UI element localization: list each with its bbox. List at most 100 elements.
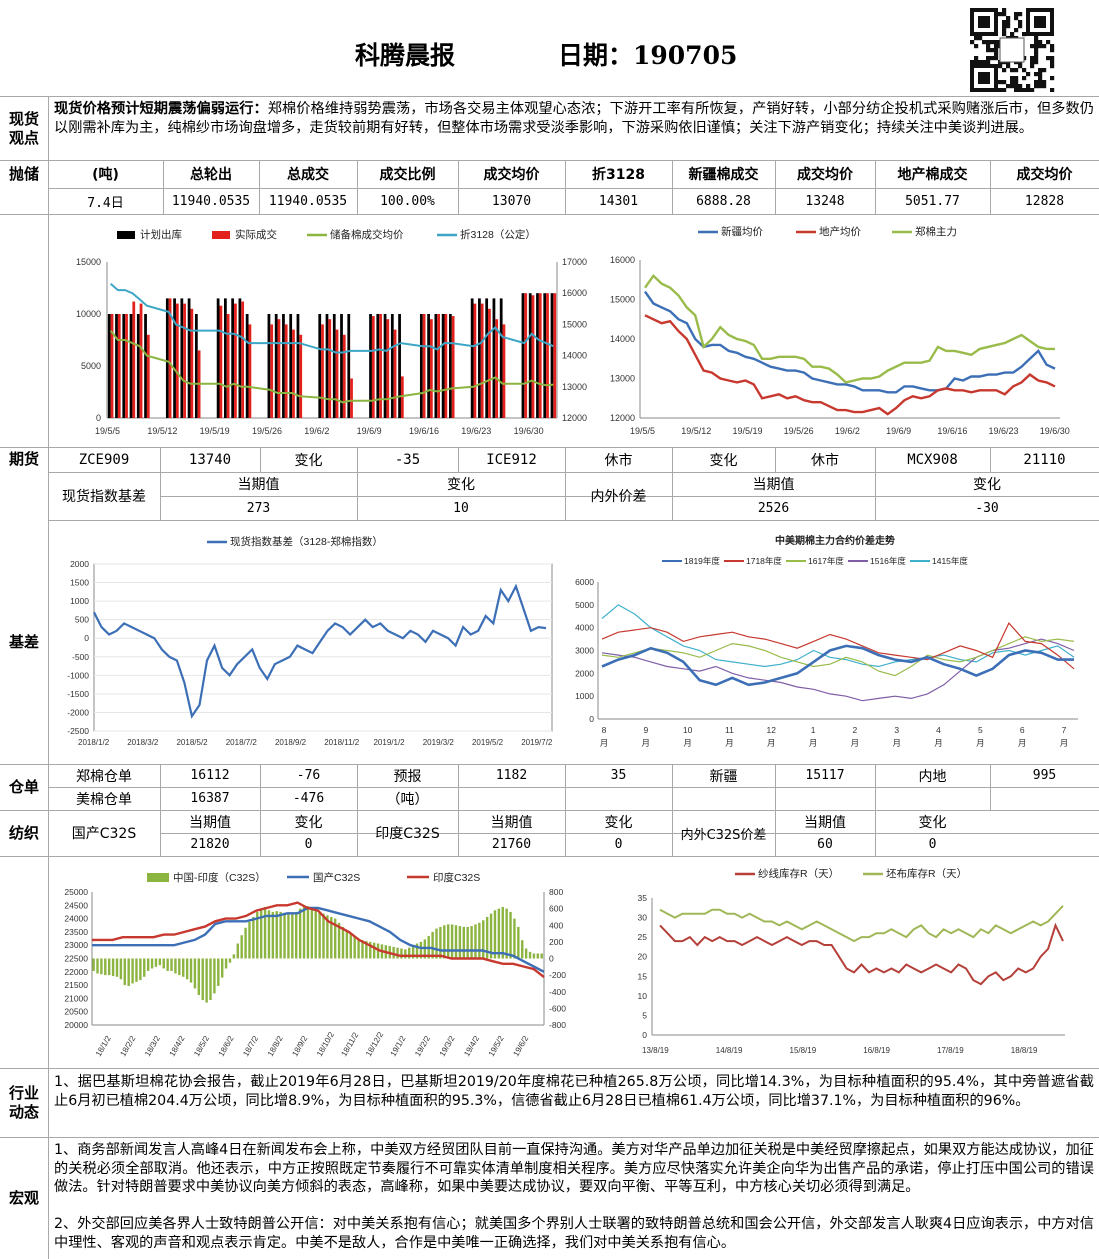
x-tick-label: 16/8/19: [863, 1046, 890, 1055]
actual-bar: [190, 308, 194, 418]
actual-bar: [531, 295, 535, 418]
y-tick-label: -800: [549, 1020, 566, 1030]
x-tick-unit: 月: [600, 738, 609, 748]
diff-bar: [267, 910, 271, 959]
x-tick-label: 19/1/2: [389, 1034, 408, 1058]
diff-bar: [400, 948, 403, 959]
view-body: 郑棉价格维持弱势震荡，市场各交易主体观望心态浓；下游开工率有所恢复，产销好转，小…: [54, 101, 1094, 136]
spread-current-header: 当期值: [752, 477, 795, 493]
planned-bar: [383, 314, 387, 418]
auction-header-9: 成交均价: [1016, 167, 1073, 183]
diff-bar: [209, 958, 212, 1001]
diff-bar: [345, 930, 349, 959]
x-tick-label: 2018/5/2: [176, 738, 208, 747]
x-tick-label: 18/1/2: [94, 1034, 113, 1058]
cn-current-header: 当期值: [189, 814, 231, 831]
actual-bar: [139, 303, 143, 418]
diff-bar: [146, 958, 150, 971]
x-tick-label: 18/8/2: [266, 1034, 285, 1058]
diff-bar: [458, 926, 462, 959]
y-tick-label: 800: [549, 887, 563, 897]
planned-bar: [180, 298, 184, 418]
planned-bar: [485, 298, 489, 418]
x-tick-label: 2018/9/2: [275, 738, 307, 747]
futures-cell-3: -35: [394, 451, 421, 468]
diff-bar: [201, 958, 204, 1001]
y-tick-label: 24500: [64, 900, 88, 910]
legend-label: 1718年度: [746, 556, 782, 566]
x-tick-unit: 月: [642, 738, 651, 748]
y-tick-label: 2000: [575, 668, 594, 678]
auction-cell-8: 5051.77: [905, 193, 960, 209]
actual-bar: [241, 301, 245, 418]
planned-bar: [419, 314, 423, 418]
diff-bar: [431, 931, 434, 959]
planned-bar: [238, 298, 242, 418]
y-tick-label: 5000: [81, 361, 101, 371]
x-tick-label: 19/6/2: [511, 1034, 530, 1058]
diff-bar: [392, 946, 395, 959]
x-tick-label: 2018/3/2: [127, 738, 159, 747]
diff-bar: [154, 958, 158, 967]
planned-bar: [434, 314, 438, 418]
diff-bar: [107, 958, 111, 976]
diff-bar: [482, 920, 485, 959]
diff-bar: [365, 941, 368, 959]
x-tick-label: 19/5/19: [200, 426, 230, 436]
legend-label: 郑棉主力: [915, 225, 957, 238]
zce-receipt-label: 郑棉仓单: [76, 768, 132, 785]
futures-cell-0: ZCE909: [78, 451, 130, 468]
actual-bar: [292, 329, 295, 418]
y-tick-label: 12000: [562, 413, 587, 423]
diff-bar: [248, 921, 251, 959]
spread-current-value: 2526: [757, 500, 790, 516]
planned-bar: [267, 314, 271, 418]
actual-bar: [473, 303, 477, 418]
planned-bar: [347, 314, 351, 418]
y-tick-label: 14000: [562, 351, 587, 361]
diff-bar: [509, 911, 512, 959]
x-tick-label: 2018/1/2: [78, 738, 110, 747]
x-tick-label: 4: [936, 725, 941, 735]
basis-change-value: 10: [453, 500, 469, 516]
x-tick-label: 2: [853, 725, 858, 735]
planned-bar: [144, 314, 147, 418]
y-tick-label: -400: [549, 987, 566, 997]
diff-bar: [408, 947, 411, 959]
x-tick-label: 12: [767, 725, 777, 735]
diff-bar: [369, 941, 372, 959]
y-tick-label: 23000: [64, 940, 88, 950]
planned-bar: [550, 293, 554, 418]
report-date: 日期：190705: [558, 41, 738, 70]
diff-bar: [119, 958, 123, 980]
y-tick-label: 17000: [562, 257, 587, 267]
y-tick-label: 22500: [64, 954, 88, 964]
y-tick-label: 1000: [70, 596, 89, 606]
auction-chart: 计划出库 实际成交 储备棉成交均价 折3128（公定） 0 5000 10000 15000 1…: [76, 228, 587, 436]
x-tick-label: 17/8/19: [937, 1046, 964, 1055]
legend-label: 1415年度: [932, 556, 968, 566]
y-tick-label: 10: [638, 991, 648, 1001]
x-tick-label: 19/6/2: [835, 426, 860, 436]
y-tick-label: 25000: [64, 887, 88, 897]
legend-label: 计划出库: [140, 228, 182, 241]
diff-bar: [217, 958, 220, 986]
diff-bar: [197, 958, 201, 996]
reserve-price-line: [109, 329, 554, 404]
x-tick-label: 19/3/2: [438, 1034, 457, 1058]
diff-bar: [489, 913, 493, 959]
futures-cell-5: 休市: [604, 452, 633, 469]
auction-cell-5: 14301: [598, 193, 639, 209]
y-tick-label: 30: [638, 913, 648, 923]
diff-bar: [302, 906, 306, 959]
diff-bar: [521, 940, 524, 959]
basis-change-header: 变化: [447, 477, 475, 493]
diff-bar: [139, 958, 142, 981]
spread-line-2: [601, 636, 1075, 677]
diff-bar: [333, 918, 337, 959]
planned-bar: [441, 314, 445, 418]
view-text: 现货价格预计短期震荡偏弱运行：郑棉价格维持弱势震荡，市场各交易主体观望心态浓；下…: [54, 100, 1094, 137]
x-tick-unit: 月: [934, 738, 943, 748]
yarn-line-1: [92, 906, 545, 973]
legend-label: 1516年度: [870, 556, 906, 566]
